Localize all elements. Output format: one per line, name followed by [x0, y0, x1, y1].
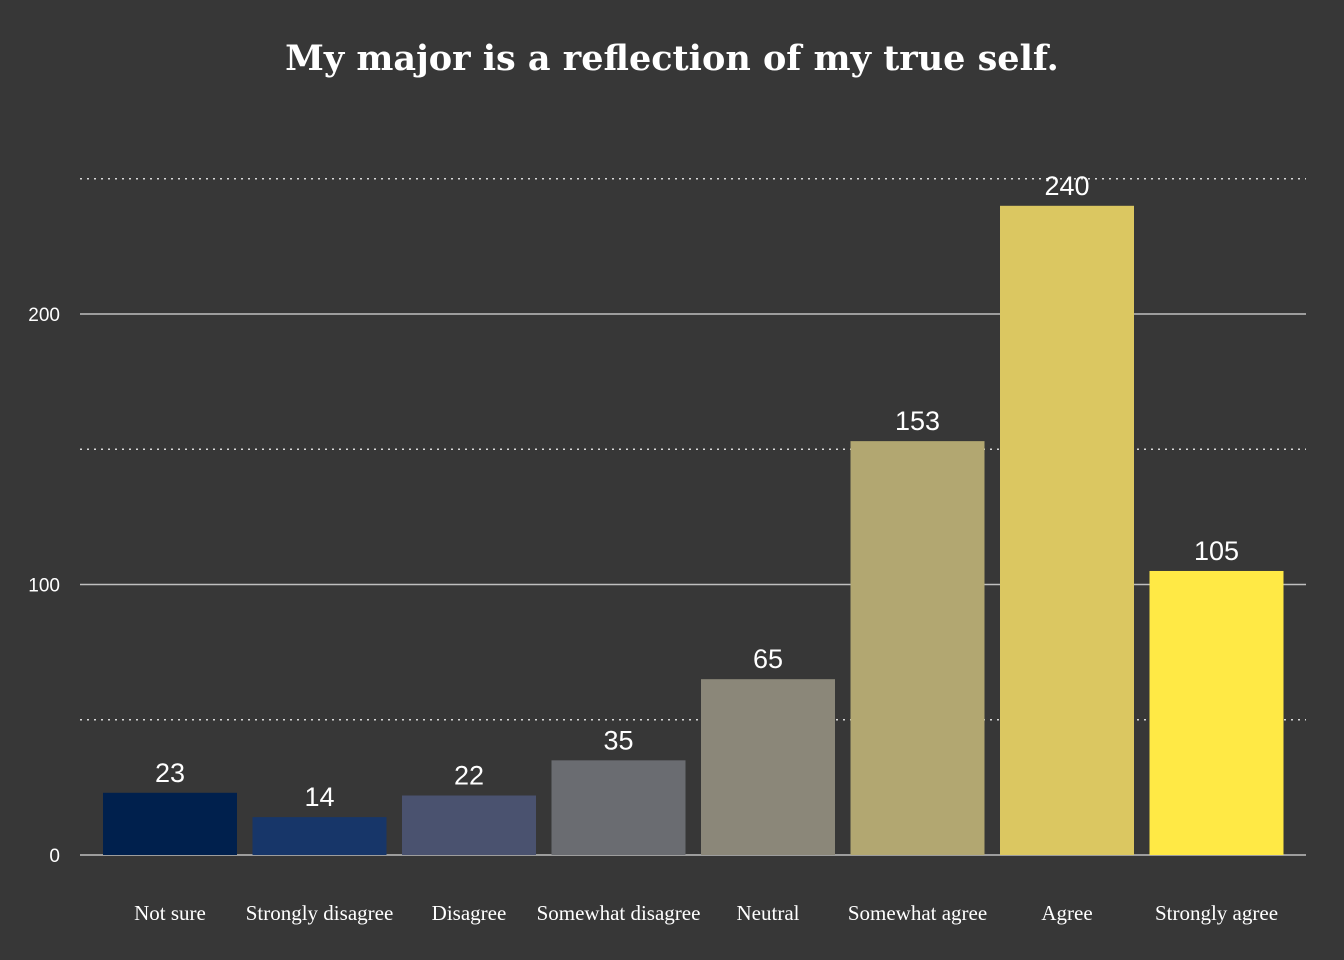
value-label-3: 35	[603, 725, 633, 755]
bar-7	[1149, 570, 1284, 855]
bar-0	[103, 792, 237, 855]
x-tick-label-4: Neutral	[737, 901, 800, 925]
bars	[103, 205, 1284, 856]
value-label-1: 14	[304, 782, 334, 812]
y-tick-label-0: 0	[49, 846, 60, 867]
value-label-7: 105	[1194, 536, 1239, 566]
value-label-5: 153	[895, 406, 940, 436]
bar-3	[551, 760, 686, 855]
bar-5	[850, 441, 985, 855]
x-tick-label-3: Somewhat disagree	[537, 901, 701, 925]
bar-6	[1000, 205, 1134, 856]
y-tick-label-100: 100	[28, 576, 60, 597]
y-axis: 0 100 200	[28, 305, 60, 867]
bar-4	[701, 679, 835, 855]
value-labels: 23 14 22 35 65 153 240 105	[155, 171, 1239, 812]
chart-title: My major is a reflection of my true self…	[285, 38, 1059, 79]
x-tick-label-5: Somewhat agree	[848, 901, 987, 925]
x-tick-label-2: Disagree	[432, 901, 507, 925]
value-label-2: 22	[454, 760, 484, 790]
x-tick-label-1: Strongly disagree	[246, 901, 394, 925]
y-tick-label-200: 200	[28, 305, 60, 326]
value-label-4: 65	[753, 644, 783, 674]
value-label-6: 240	[1044, 171, 1089, 201]
x-tick-label-6: Agree	[1041, 901, 1092, 925]
value-label-0: 23	[155, 758, 185, 788]
bar-1	[252, 817, 387, 855]
x-tick-label-0: Not sure	[134, 901, 206, 925]
x-tick-label-7: Strongly agree	[1155, 901, 1278, 925]
bar-2	[402, 795, 536, 855]
x-axis: Not sure Strongly disagree Disagree Somewha…	[134, 901, 1278, 925]
